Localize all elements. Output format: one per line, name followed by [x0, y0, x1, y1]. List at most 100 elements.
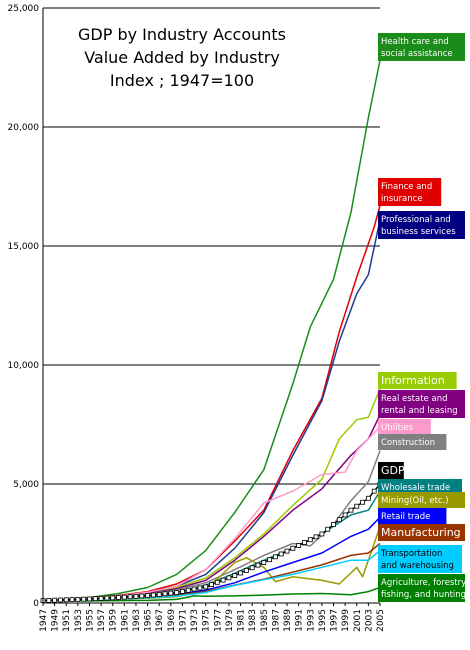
gdp-marker [226, 575, 232, 581]
series-label-text: fishing, and hunting [381, 590, 466, 600]
y-tick-label: 25,000 [8, 4, 40, 14]
x-axis-ticks: 1947 1949 1951 1953 1955 1957 1959 1961 1963 1965… [39, 603, 386, 632]
gdp-marker [209, 582, 214, 587]
series-label-box [378, 479, 462, 495]
gdp-marker [139, 593, 145, 599]
series-label-box [378, 390, 465, 418]
x-tick-label: 1981 [237, 609, 247, 632]
series-label-finance-and-insurance: Finance and insurance [378, 178, 442, 206]
gdp-marker [290, 545, 296, 551]
gdp-marker [110, 595, 116, 601]
gdp-marker [52, 597, 58, 603]
series-label-box [378, 524, 465, 541]
x-tick-label: 1973 [190, 609, 200, 632]
series-label-box [378, 211, 465, 239]
series-label-text: Information [381, 374, 445, 387]
chart-title-line-3: Index ; 1947=100 [110, 71, 254, 90]
gdp-marker [319, 531, 325, 537]
x-tick-label: 1969 [167, 609, 177, 632]
gdp-marker [214, 579, 220, 585]
series-label-text: Manufacturing [381, 526, 461, 539]
series-label-health-care-and-social-assistance: Health care and social assistance [378, 33, 465, 61]
series-label-text: Utilities [381, 423, 414, 433]
series-label-text: Finance and [381, 182, 432, 192]
gdp-marker [133, 593, 139, 599]
x-tick-label: 1985 [260, 609, 270, 632]
gdp-marker [273, 554, 278, 560]
gdp-marker [203, 584, 209, 590]
series-label-box [378, 492, 465, 508]
gdp-marker [348, 507, 354, 513]
series-label-box [378, 419, 431, 435]
gdp-marker [121, 594, 127, 600]
gdp-marker [249, 565, 255, 571]
x-tick-label: 2005 [376, 609, 386, 632]
x-tick-label: 1997 [330, 609, 340, 632]
x-tick-label: 1955 [85, 609, 95, 632]
x-tick-label: 1965 [144, 609, 154, 632]
series-label-information: Information [378, 372, 457, 389]
series-label-text: Agriculture, forestry, [381, 578, 469, 588]
gdp-marker [267, 557, 273, 563]
x-tick-label: 1975 [202, 609, 212, 632]
series-label-text: rental and leasing [381, 406, 458, 416]
x-tick-label: 1999 [341, 609, 351, 632]
y-tick-label: 0 [33, 599, 39, 609]
x-tick-label: 1947 [39, 609, 49, 632]
x-tick-label: 1991 [295, 609, 305, 632]
series-line-finance-and-insurance [42, 205, 381, 602]
gdp-marker [261, 560, 267, 565]
series-label-box [378, 545, 462, 573]
series-label-box [378, 33, 465, 61]
series-label-text: Transportation [380, 549, 442, 559]
x-tick-label: 1967 [155, 609, 165, 632]
gdp-marker [313, 534, 319, 540]
gdp-marker [46, 598, 52, 603]
x-tick-label: 1989 [283, 609, 293, 632]
gdp-marker [197, 585, 203, 591]
series-label-text: GDP [381, 464, 405, 477]
series-label-text: Mining(Oil, etc.) [381, 496, 449, 506]
gdp-marker [75, 596, 81, 602]
series-label-text: social assistance [381, 49, 453, 59]
series-label-text: Professional and [381, 215, 451, 225]
series-label-utilities: Utilities [378, 419, 431, 435]
gdp-marker [243, 567, 249, 573]
gdp-marker [168, 590, 174, 596]
gdp-marker [150, 592, 156, 598]
series-lines [40, 60, 383, 604]
x-tick-label: 1977 [213, 609, 223, 632]
series-line-real-estate-and-rental-and-leasing [42, 414, 381, 602]
series-labels: Health care and social assistance Finance … [378, 33, 469, 602]
gdp-marker [342, 512, 348, 518]
gridlines [43, 7, 380, 485]
gdp-marker [98, 595, 104, 601]
series-label-manufacturing: Manufacturing [378, 524, 465, 541]
x-tick-label: 1995 [318, 609, 328, 632]
series-label-box [378, 372, 457, 389]
series-label-text: insurance [381, 194, 423, 204]
y-tick-label: 15,000 [8, 242, 40, 252]
series-label-transportation-and-warehousing: Transportation and warehousing [378, 545, 462, 573]
gdp-marker [360, 499, 365, 505]
gdp-marker [92, 596, 98, 602]
x-tick-label: 1953 [74, 609, 84, 632]
x-tick-label: 1959 [109, 609, 119, 632]
y-tick-label: 10,000 [8, 361, 40, 371]
gdp-marker [127, 594, 133, 600]
y-axis-ticks: 0 5,000 10,000 15,000 20,000 25,000 [8, 4, 40, 609]
gdp-marker [69, 597, 75, 602]
gdp-marker [87, 596, 92, 602]
gdp-marker [325, 526, 331, 532]
x-tick-label: 1983 [248, 609, 258, 632]
series-label-text: Health care and [381, 37, 449, 47]
x-tick-label: 1951 [62, 609, 72, 632]
series-label-gdp: GDP [378, 462, 405, 479]
gdp-marker [307, 537, 313, 543]
gdp-marker [185, 587, 191, 593]
gdp-marker [191, 586, 197, 592]
series-label-professional-and-business-services: Professional and business services [378, 211, 465, 239]
gdp-marker [331, 522, 336, 527]
x-tick-label: 1963 [132, 609, 142, 632]
